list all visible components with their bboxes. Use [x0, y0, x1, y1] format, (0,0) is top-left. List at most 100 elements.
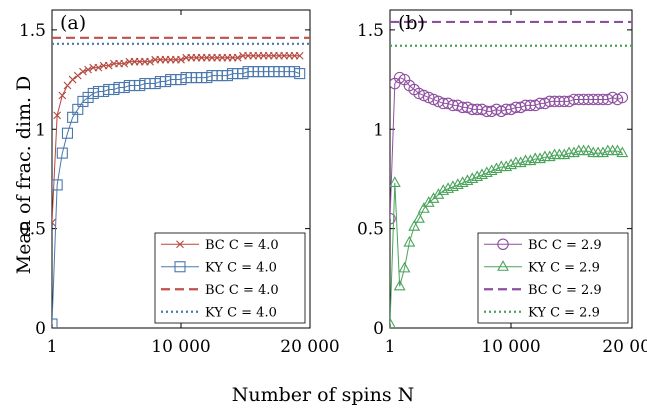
data-point — [485, 164, 498, 176]
data-point — [466, 103, 479, 116]
x-tick-label: 10 000 — [151, 337, 210, 357]
data-point — [577, 93, 590, 106]
data-point — [534, 152, 546, 164]
panel-label: (a) — [60, 12, 86, 34]
data-point — [568, 93, 580, 106]
legend-entry: KY C = 4.0 — [205, 260, 277, 275]
x-tick-label: 20 000 — [280, 337, 339, 357]
data-point — [582, 93, 595, 106]
data-point — [56, 147, 68, 159]
y-tick-label: 1 — [373, 120, 384, 140]
data-point — [61, 127, 74, 139]
data-point — [58, 91, 67, 100]
plot-area — [390, 20, 632, 328]
legend-marker — [497, 260, 509, 271]
data-point — [471, 170, 484, 181]
data-point — [558, 148, 571, 160]
data-point — [446, 180, 459, 191]
data-point — [437, 184, 450, 195]
data-point — [476, 168, 488, 180]
data-point — [442, 182, 455, 193]
data-point — [480, 166, 493, 178]
x-axis-label-text: Number of spins N — [232, 384, 415, 406]
data-point — [602, 93, 614, 106]
y-tick-label: 1.5 — [357, 21, 384, 41]
data-point — [592, 93, 604, 106]
data-point — [390, 317, 396, 328]
legend-marker — [174, 261, 186, 273]
data-point — [233, 53, 242, 62]
data-point — [500, 160, 513, 172]
plot-area — [52, 36, 310, 328]
legend-entry: KY C = 4.0 — [205, 305, 277, 320]
data-point — [417, 202, 430, 213]
legend-box — [477, 232, 629, 324]
legend-entry: KY C = 2.9 — [528, 260, 600, 275]
y-axis-label-text: Mean of frac. dim. D — [13, 76, 35, 275]
data-point — [573, 93, 585, 106]
data-point — [413, 212, 425, 223]
y-tick-label: 0 — [373, 319, 384, 339]
legend-entry: BC C = 4.0 — [205, 283, 279, 298]
x-tick-label: 1 — [47, 337, 58, 357]
data-point — [79, 67, 87, 76]
data-point — [543, 150, 556, 162]
y-tick-label: 0.5 — [19, 220, 46, 240]
data-point — [295, 51, 304, 60]
data-point — [84, 65, 92, 74]
legend-box — [154, 232, 306, 324]
data-point — [524, 154, 537, 166]
data-point — [390, 212, 396, 225]
data-point — [393, 71, 406, 84]
legend-entry: KY C = 2.9 — [528, 305, 600, 320]
data-point — [514, 156, 527, 168]
data-point — [505, 158, 517, 170]
data-point — [606, 91, 619, 104]
data-point — [73, 71, 82, 80]
data-point — [104, 61, 113, 70]
data-point — [490, 103, 503, 116]
panel-label: (b) — [398, 12, 425, 34]
x-axis-label: Number of spins N — [232, 384, 415, 406]
data-point — [553, 95, 566, 108]
data-point — [548, 95, 561, 108]
y-tick-label: 0 — [35, 319, 46, 339]
data-point — [422, 91, 435, 104]
x-tick-label: 10 000 — [481, 337, 540, 357]
y-tick-label: 1 — [35, 120, 46, 140]
y-tick-label: 0.5 — [357, 220, 384, 240]
data-point — [616, 91, 629, 104]
data-point — [519, 99, 532, 112]
data-point — [52, 318, 58, 328]
data-point — [485, 105, 498, 118]
x-tick-label: 1 — [385, 337, 396, 357]
data-point — [490, 162, 503, 174]
panel-a: 0 0.5 1 1.5 1 10 000 20 000 (a) BC C = 4.0 KY C =… — [19, 9, 340, 357]
data-point — [466, 172, 479, 183]
data-point — [52, 179, 63, 191]
data-point — [390, 176, 401, 187]
panel-b: 0 0.5 1 1.5 1 10 000 20 000 (b) BC C = 2.9 KY C =… — [357, 9, 647, 357]
legend-entry: BC C = 2.9 — [528, 238, 602, 253]
data-point — [52, 218, 56, 227]
data-point — [94, 63, 103, 72]
legend-marker — [176, 240, 184, 249]
y-tick-label: 1.5 — [19, 21, 46, 41]
data-point — [456, 176, 469, 187]
data-point — [413, 87, 425, 100]
data-point — [408, 220, 421, 231]
data-point — [611, 144, 624, 156]
x-tick-label: 20 000 — [602, 337, 647, 357]
legend-entry: BC C = 2.9 — [528, 283, 602, 298]
data-point — [63, 81, 72, 90]
data-point — [146, 57, 154, 66]
data-point — [403, 235, 416, 247]
data-point — [616, 146, 629, 158]
data-point — [393, 279, 406, 291]
data-point — [418, 89, 430, 102]
legend-marker — [497, 238, 509, 251]
data-point — [582, 144, 595, 156]
data-point — [177, 55, 185, 64]
data-point — [611, 93, 624, 106]
data-point — [53, 111, 62, 120]
